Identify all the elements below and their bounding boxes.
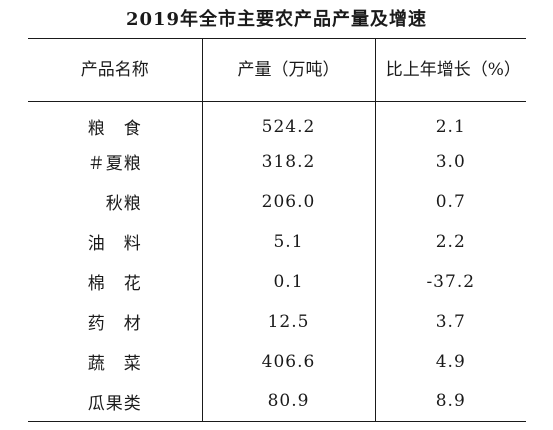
row-product-name: 药 材	[87, 314, 142, 334]
row-growth: 2.1	[374, 101, 526, 142]
header-growth-label: 比上年增长（%）	[385, 60, 521, 80]
table-row: 棉 花 0.1 -37.2	[28, 261, 526, 302]
row-product-name: 蔬 菜	[87, 354, 142, 374]
row-product-name: 瓜果类	[28, 381, 202, 422]
header-row: 产品名称 产量（万吨） 比上年增长（%）	[28, 38, 526, 102]
row-growth: 0.7	[374, 181, 526, 222]
row-growth: 2.2	[374, 221, 526, 262]
table-row: 油 料 5.1 2.2	[28, 221, 526, 262]
header-output: 产量（万吨）	[201, 38, 375, 102]
header-product-name: 产品名称	[28, 38, 202, 102]
table-row: 粮 食 524.2 2.1	[28, 101, 526, 142]
table-row: 秋粮 206.0 0.7	[28, 181, 526, 222]
row-output: 406.6	[201, 341, 375, 382]
row-growth: 4.9	[374, 341, 526, 382]
row-product-name: 油 料	[87, 234, 142, 254]
header-growth: 比上年增长（%）	[374, 38, 526, 102]
table-row: ＃夏粮 318.2 3.0	[28, 141, 526, 182]
row-output: 318.2	[201, 141, 375, 182]
table-title: 2019年全市主要农产品产量及增速	[125, 9, 428, 30]
row-product-name: ＃夏粮	[87, 154, 142, 174]
row-product-name: 粮 食	[87, 119, 142, 140]
row-growth: 8.9	[374, 381, 526, 422]
table-row: 瓜果类 80.9 8.9	[28, 381, 526, 422]
row-growth: 3.7	[374, 301, 526, 342]
row-growth: -37.2	[374, 261, 526, 302]
table-row: 蔬 菜 406.6 4.9	[28, 341, 526, 382]
row-output: 524.2	[201, 101, 375, 142]
row-output: 206.0	[201, 181, 375, 222]
row-output: 12.5	[201, 301, 375, 342]
table-row: 药 材 12.5 3.7	[28, 301, 526, 342]
row-output: 80.9	[201, 381, 375, 422]
production-table: 产品名称 产量（万吨） 比上年增长（%） 粮 食 524.2 2.1 ＃夏粮 3…	[28, 38, 526, 422]
row-product-name: 棉 花	[87, 274, 142, 294]
row-output: 5.1	[201, 221, 375, 262]
row-product-name: 秋粮	[87, 194, 142, 214]
row-growth: 3.0	[374, 141, 526, 182]
row-output: 0.1	[201, 261, 375, 302]
